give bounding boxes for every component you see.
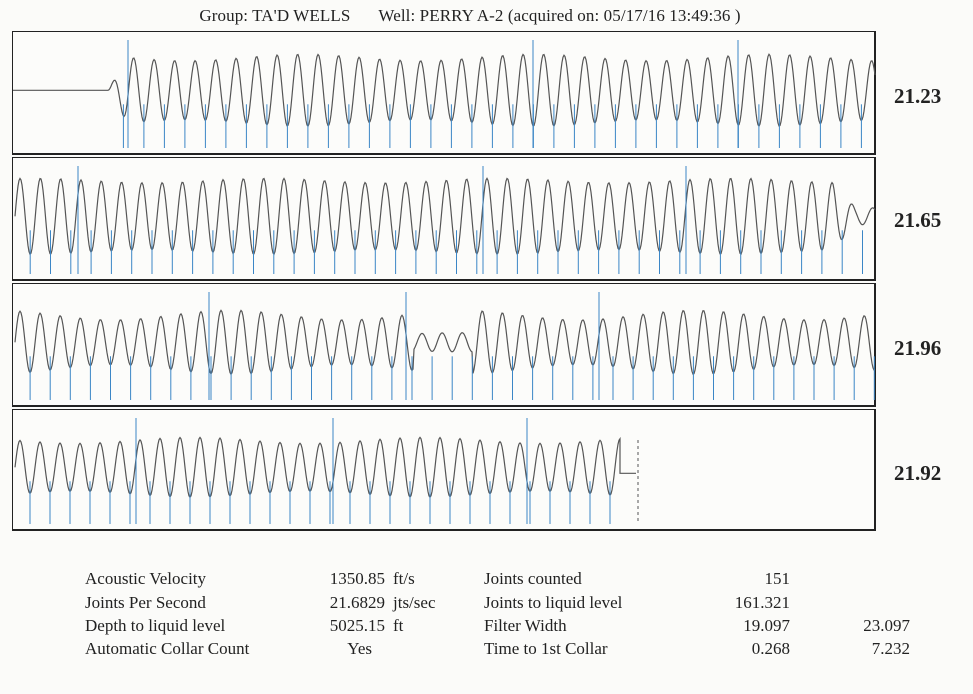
joints-to-liquid-label: Joints to liquid level (484, 593, 623, 612)
automatic-collar-count-label: Automatic Collar Count (85, 639, 250, 658)
depth-to-liquid-unit: ft (393, 616, 404, 635)
acoustic-velocity-label: Acoustic Velocity (85, 569, 207, 588)
acoustic-trace-line (14, 177, 876, 256)
automatic-collar-count-value: Yes (347, 639, 372, 658)
group-label: Group: TA'D WELLS (199, 6, 351, 25)
acoustic-velocity-unit: ft/s (393, 569, 415, 588)
well-label: Well: PERRY A-2 (acquired on: 05/17/16 1… (378, 6, 741, 25)
trace-plot-2 (14, 166, 876, 274)
acoustic-trace-panel-4 (12, 409, 876, 531)
joints-per-second-panel-2: 21.65 (894, 208, 942, 232)
joints-counted-value: 151 (764, 569, 791, 588)
joints-counted-label: Joints counted (484, 569, 582, 588)
acoustic-trace-line (14, 309, 876, 376)
filter-width-label: Filter Width (484, 616, 567, 635)
acoustic-trace-line (13, 53, 876, 128)
trace-plot-1 (13, 40, 876, 148)
joints-per-second-label: Joints Per Second (85, 593, 206, 612)
acoustic-velocity-value: 1350.85 (329, 569, 385, 588)
trace-plot-4 (14, 418, 639, 524)
joints-per-second-unit: jts/sec (393, 593, 436, 612)
acoustic-trace-panel-1 (12, 31, 876, 155)
trace-plot-3 (14, 292, 876, 400)
joints-per-second-value: 21.6829 (329, 593, 385, 612)
chart-header: Group: TA'D WELLS Well: PERRY A-2 (acquir… (0, 6, 940, 26)
acoustic-trace-panel-2 (12, 157, 876, 281)
time-to-first-collar-label: Time to 1st Collar (484, 639, 608, 658)
acoustic-trace-panel-3 (12, 283, 876, 407)
joints-per-second-panel-4: 21.92 (894, 461, 942, 485)
filter-width-value: 19.097 (743, 616, 790, 635)
joints-per-second-panel-1: 21.23 (894, 84, 942, 108)
time-to-first-collar-upper-value: 7.232 (871, 639, 910, 658)
acoustic-trace-line (14, 436, 636, 499)
joints-per-second-panel-3: 21.96 (894, 336, 942, 360)
joints-to-liquid-value: 161.321 (734, 593, 790, 612)
depth-to-liquid-label: Depth to liquid level (85, 616, 226, 635)
filter-width-upper-value: 23.097 (863, 616, 910, 635)
time-to-first-collar-value: 0.268 (751, 639, 790, 658)
depth-to-liquid-value: 5025.15 (329, 616, 385, 635)
